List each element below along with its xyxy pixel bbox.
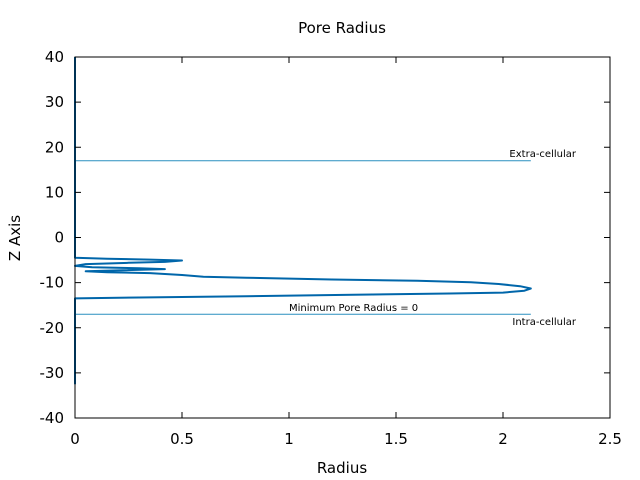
x-tick-label: 2	[498, 430, 508, 448]
axis-ticks: 0 0.5 1 1.5 2 2.5 40 30 20 10 0 -10 -20 -30 -40	[40, 48, 622, 448]
intra-cellular-label: Intra-cellular	[512, 317, 577, 328]
extra-cellular-label: Extra-cellular	[509, 149, 576, 160]
annotations: Minimum Pore Radius = 0	[289, 303, 418, 314]
reference-lines: Extra-cellular Intra-cellular	[75, 149, 577, 328]
y-tick-label: 40	[45, 48, 64, 66]
x-tick-label: 1	[284, 430, 294, 448]
y-tick-label: 10	[45, 183, 64, 201]
y-axis-label: Z Axis	[6, 215, 24, 261]
y-tick-label: 20	[45, 138, 64, 156]
pore-radius-curve-group	[74, 57, 532, 385]
x-tick-label: 1.5	[384, 430, 408, 448]
y-tick-label: -30	[40, 364, 65, 382]
chart-title: Pore Radius	[298, 19, 386, 37]
y-tick-label: -10	[40, 274, 65, 292]
y-tick-label: -20	[40, 319, 65, 337]
plot-frame	[74, 56, 611, 419]
minimum-pore-radius-annotation: Minimum Pore Radius = 0	[289, 303, 418, 314]
x-tick-label: 0.5	[170, 430, 194, 448]
pore-radius-line	[74, 57, 532, 385]
y-tick-label: -40	[40, 409, 65, 427]
x-tick-label: 0	[70, 430, 80, 448]
x-tick-label: 2.5	[598, 430, 622, 448]
x-axis-label: Radius	[317, 459, 367, 477]
y-tick-label: 0	[54, 229, 64, 247]
y-tick-label: 30	[45, 93, 64, 111]
